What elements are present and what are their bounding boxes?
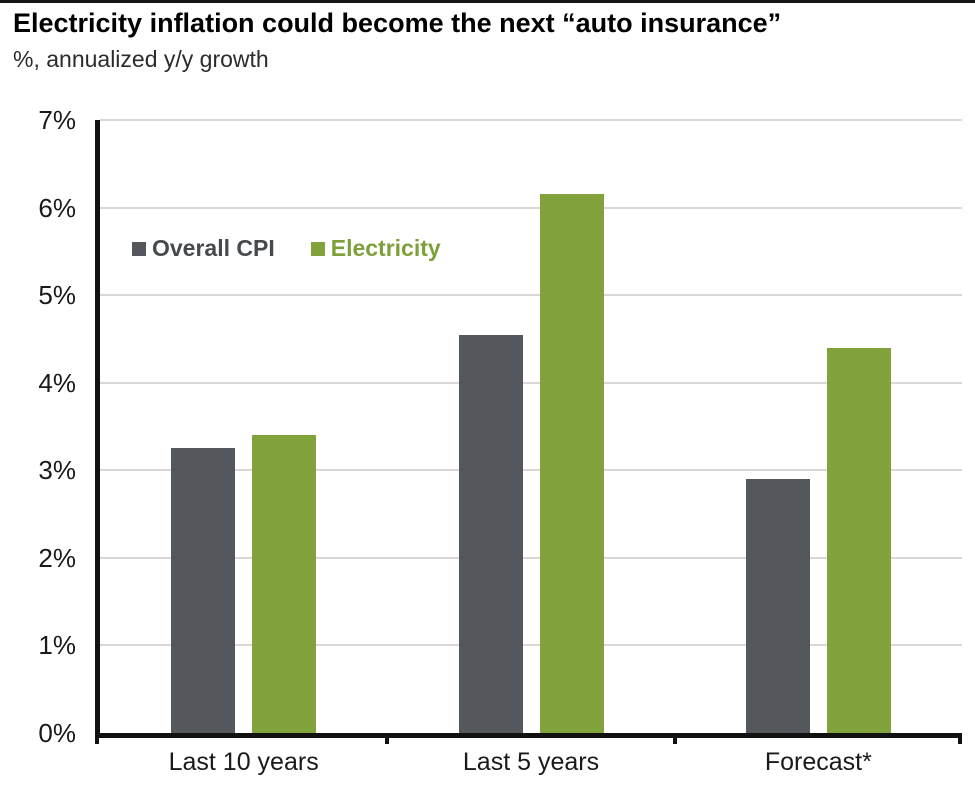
y-axis-label-3pct: 3% <box>38 455 76 486</box>
y-axis-label-0pct: 0% <box>38 718 76 748</box>
y-axis-label-1pct: 1% <box>38 630 76 661</box>
gridline-7pct <box>100 119 962 121</box>
gridline-3pct <box>100 469 962 472</box>
x-axis-label-last-5-years: Last 5 years <box>462 748 600 776</box>
chart-subtitle: %, annualized y/y growth <box>13 46 269 72</box>
top-border-rule <box>0 0 975 3</box>
x-axis-tick-2 <box>672 733 677 744</box>
y-axis-line <box>95 120 100 733</box>
x-axis-label-forecast: Forecast* <box>764 748 872 776</box>
y-axis-label-6pct: 6% <box>38 192 76 223</box>
gridline-4pct <box>100 381 962 384</box>
bar-overall-cpi-last-10-years <box>171 448 236 733</box>
legend-marker-electricity <box>310 241 325 256</box>
bar-overall-cpi-last-5-years <box>458 334 523 733</box>
bar-electricity-last-10-years <box>252 435 317 733</box>
gridline-2pct <box>100 556 962 559</box>
bar-electricity-last-5-years <box>539 194 604 733</box>
gridline-1pct <box>100 644 962 647</box>
x-axis-tick-0 <box>95 733 99 744</box>
legend: Overall CPI Electricity <box>132 235 441 262</box>
legend-item-electricity: Electricity <box>310 235 441 262</box>
x-axis-tick-1 <box>385 733 390 744</box>
legend-label-electricity: Electricity <box>330 235 441 261</box>
y-axis-label-4pct: 4% <box>38 367 76 398</box>
y-axis-label-5pct: 5% <box>38 280 76 311</box>
gridline-5pct <box>100 294 962 297</box>
x-axis-line <box>95 733 962 738</box>
legend-marker-overall-cpi <box>132 241 146 256</box>
bar-overall-cpi-forecast <box>745 479 810 733</box>
y-axis-label-2pct: 2% <box>38 542 76 573</box>
bar-chart-plot-area: Overall CPI Electricity 0% 1% 2% 3% 4% 5% 6% 7% L… <box>38 105 962 776</box>
bar-electricity-forecast <box>826 347 891 733</box>
legend-label-overall-cpi: Overall CPI <box>152 235 275 261</box>
gridline-6pct <box>100 206 962 209</box>
chart-title: Electricity inflation could become the n… <box>13 8 782 38</box>
x-axis-label-last-10-years: Last 10 years <box>168 748 319 776</box>
legend-item-overall-cpi: Overall CPI <box>132 235 275 262</box>
y-axis-label-7pct: 7% <box>38 105 76 135</box>
x-axis-tick-3 <box>958 733 962 744</box>
